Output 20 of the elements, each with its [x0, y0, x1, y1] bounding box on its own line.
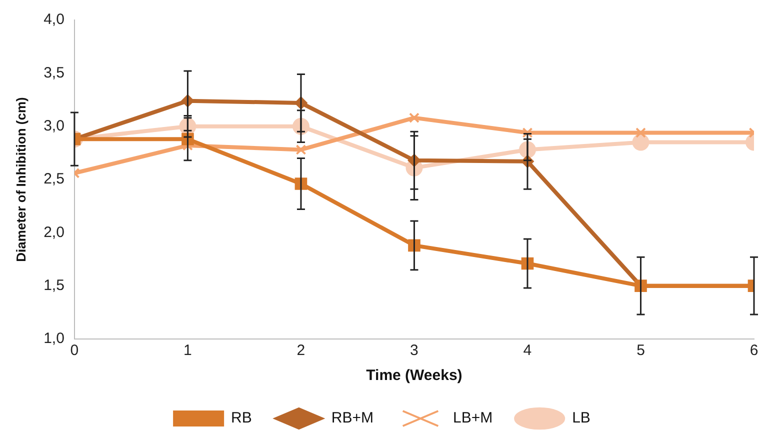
- y-tick-label: 2,5: [44, 170, 64, 188]
- y-tick-label: 4,0: [44, 11, 64, 28]
- legend-label: RB+M: [331, 410, 374, 427]
- y-tick-label: 1,5: [44, 276, 64, 294]
- legend-label: RB: [231, 410, 252, 427]
- x-tick-label: 0: [70, 342, 79, 360]
- x-tick-label: 2: [296, 342, 306, 360]
- x-axis-title: Time (Weeks): [366, 367, 462, 384]
- x-tick-label: 4: [523, 342, 532, 360]
- y-tick-label: 3,5: [44, 64, 64, 82]
- y-tick-label: 3,0: [44, 117, 64, 134]
- x-tick-label: 6: [750, 342, 758, 360]
- x-tick-label: 5: [636, 342, 645, 360]
- y-tick-label: 1,0: [44, 330, 64, 348]
- x-tick-label: 1: [184, 342, 192, 360]
- x-tick-label: 3: [410, 342, 418, 360]
- y-tick-label: 2,0: [44, 224, 64, 241]
- legend-label: LB+M: [452, 410, 493, 427]
- y-axis-title: Diameter of Inhibition (cm): [13, 97, 28, 262]
- legend-label: LB: [572, 410, 590, 427]
